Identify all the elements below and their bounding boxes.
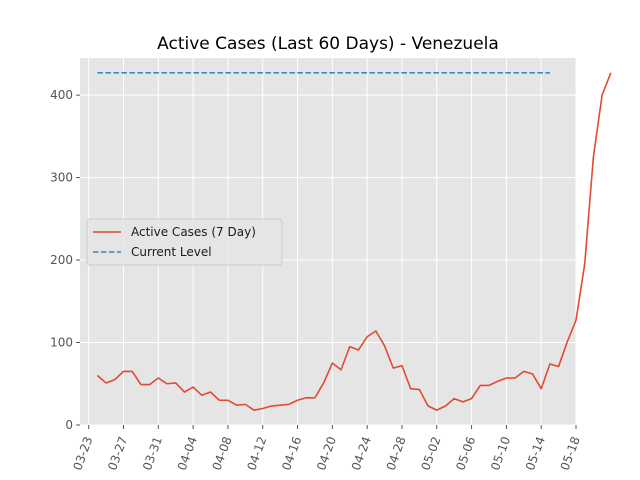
x-tick-label: 05-10 [488, 435, 513, 473]
legend-label: Current Level [131, 245, 212, 259]
x-tick-label: 04-04 [175, 435, 200, 473]
y-tick-label: 400 [50, 88, 73, 102]
x-tick-label: 04-16 [279, 435, 304, 473]
y-tick-label: 100 [50, 336, 73, 350]
x-tick-label: 05-06 [453, 435, 478, 473]
x-tick-label: 04-08 [210, 435, 235, 473]
series-layer [96, 72, 612, 411]
legend-box [86, 218, 283, 266]
y-tick-label: 0 [65, 418, 73, 432]
x-tick-label: 03-31 [140, 435, 165, 473]
x-tick-label: 03-27 [105, 435, 130, 473]
active-cases-line [96, 72, 612, 411]
x-tick-label: 05-02 [418, 435, 443, 473]
x-tick-label: 05-14 [523, 435, 548, 473]
legend-label: Active Cases (7 Day) [131, 225, 256, 239]
x-tick-label: 04-12 [244, 435, 269, 473]
legend: Active Cases (7 Day) Current Level [86, 218, 283, 266]
x-tick-label: 04-24 [349, 435, 374, 473]
x-tick-label: 03-23 [70, 435, 95, 473]
x-tick-label: 04-28 [384, 435, 409, 473]
y-tick-label: 200 [50, 253, 73, 267]
chart-title: Active Cases (Last 60 Days) - Venezuela [157, 34, 499, 54]
x-tick-label: 04-20 [314, 435, 339, 473]
y-tick-label: 300 [50, 171, 73, 185]
x-tick-label: 05-18 [558, 435, 583, 473]
